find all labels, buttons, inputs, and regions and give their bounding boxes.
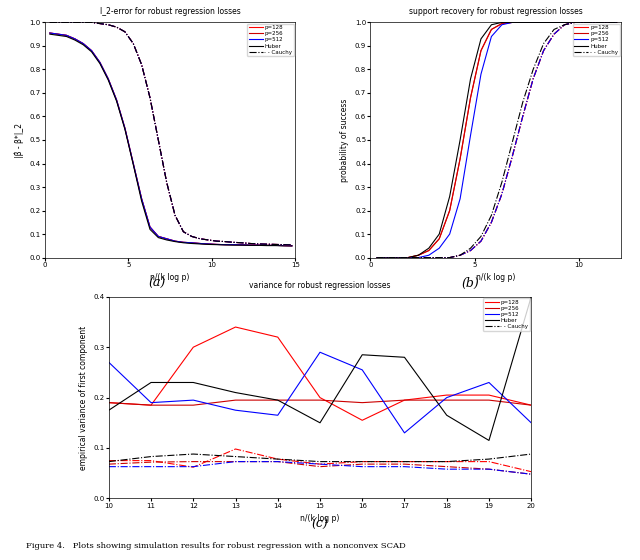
Title: support recovery for robust regression losses: support recovery for robust regression l… bbox=[409, 7, 582, 16]
X-axis label: n/(k log p): n/(k log p) bbox=[476, 273, 515, 282]
Legend: p=128, p=256, p=512, Huber, - - Cauchy: p=128, p=256, p=512, Huber, - - Cauchy bbox=[247, 24, 294, 57]
Legend: p=128, p=256, p=512, Huber, - - Cauchy: p=128, p=256, p=512, Huber, - - Cauchy bbox=[483, 298, 530, 331]
Y-axis label: probability of success: probability of success bbox=[340, 99, 349, 181]
Title: variance for robust regression losses: variance for robust regression losses bbox=[249, 282, 391, 291]
Text: Figure 4.   Plots showing simulation results for robust regression with a noncon: Figure 4. Plots showing simulation resul… bbox=[26, 542, 405, 550]
X-axis label: n/(k log p): n/(k log p) bbox=[150, 273, 189, 282]
Text: (a): (a) bbox=[148, 277, 165, 290]
X-axis label: n/(k log p): n/(k log p) bbox=[300, 514, 340, 523]
Y-axis label: empirical variance of first component: empirical variance of first component bbox=[79, 325, 88, 470]
Text: (c): (c) bbox=[312, 518, 328, 531]
Legend: p=128, p=256, p=512, Huber, - - Cauchy: p=128, p=256, p=512, Huber, - - Cauchy bbox=[573, 24, 620, 57]
Title: l_2-error for robust regression losses: l_2-error for robust regression losses bbox=[100, 7, 241, 16]
Text: (b): (b) bbox=[461, 277, 479, 290]
Y-axis label: |β̂ - β*|_2: |β̂ - β*|_2 bbox=[14, 123, 24, 157]
